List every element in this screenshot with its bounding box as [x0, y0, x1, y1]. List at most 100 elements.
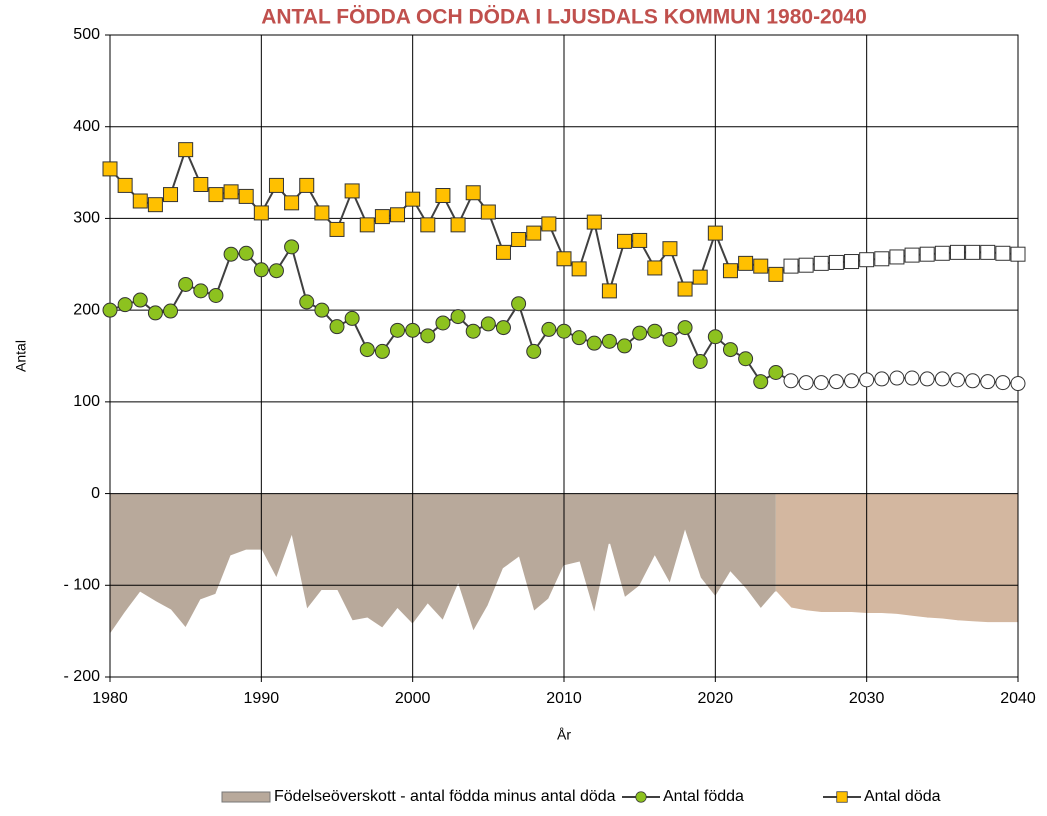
point: [813, 255, 829, 271]
point: [828, 254, 844, 270]
x-tick-label: 1990: [244, 690, 280, 707]
point: [238, 245, 254, 261]
point: [617, 233, 633, 249]
point: [738, 351, 754, 367]
x-axis-label: År: [557, 727, 571, 743]
point: [677, 281, 693, 297]
y-tick-label: 0: [91, 485, 100, 502]
point: [284, 195, 300, 211]
point: [980, 244, 996, 260]
point: [965, 244, 981, 260]
legend-marker: [836, 791, 848, 803]
point: [178, 276, 194, 292]
point: [1010, 246, 1026, 262]
point: [783, 373, 799, 389]
point: [828, 374, 844, 390]
area-edge: [109, 529, 777, 636]
point: [753, 374, 769, 390]
point: [601, 283, 617, 299]
point: [178, 142, 194, 158]
point: [147, 197, 163, 213]
point: [647, 260, 663, 276]
point: [707, 225, 723, 241]
point: [541, 216, 557, 232]
point: [208, 187, 224, 203]
legend-label: Antal döda: [864, 788, 941, 805]
point: [798, 257, 814, 273]
y-tick-label: 200: [73, 301, 100, 318]
chart-title: ANTAL FÖDDA OCH DÖDA I LJUSDALS KOMMUN 1…: [261, 6, 867, 29]
point: [632, 325, 648, 341]
y-tick-label: - 200: [64, 668, 101, 685]
point: [934, 371, 950, 387]
point: [874, 371, 890, 387]
legend-swatch: [221, 791, 271, 803]
point: [586, 214, 602, 230]
point: [919, 246, 935, 262]
point: [934, 245, 950, 261]
point: [405, 322, 421, 338]
point: [980, 374, 996, 390]
point: [647, 323, 663, 339]
point: [768, 266, 784, 282]
point: [556, 251, 572, 267]
point: [223, 184, 239, 200]
point: [586, 335, 602, 351]
point: [465, 185, 481, 201]
lines: [102, 142, 1026, 392]
point: [450, 309, 466, 325]
point: [329, 221, 345, 237]
point: [223, 246, 239, 262]
x-tick-label: 2010: [546, 690, 582, 707]
point: [299, 294, 315, 310]
point: [844, 254, 860, 270]
point: [798, 375, 814, 391]
point: [662, 331, 678, 347]
y-tick-label: 300: [73, 210, 100, 227]
point: [571, 261, 587, 277]
y-tick-label: 500: [73, 26, 100, 43]
point: [889, 249, 905, 265]
point: [117, 297, 133, 313]
legend-label: Antal födda: [663, 788, 744, 805]
point: [768, 365, 784, 381]
point: [526, 343, 542, 359]
legend-marker: [635, 791, 647, 803]
point: [904, 370, 920, 386]
point: [889, 370, 905, 386]
point: [314, 302, 330, 318]
point: [541, 321, 557, 337]
point: [344, 310, 360, 326]
point: [208, 287, 224, 303]
point: [405, 191, 421, 207]
point: [571, 330, 587, 346]
point: [359, 342, 375, 358]
point: [390, 322, 406, 338]
point: [495, 244, 511, 260]
point: [253, 262, 269, 278]
x-tick-label: 2040: [1000, 690, 1036, 707]
point: [299, 177, 315, 193]
point: [329, 319, 345, 335]
point: [132, 292, 148, 308]
point: [617, 338, 633, 354]
point: [556, 323, 572, 339]
x-tick-label: 2000: [395, 690, 431, 707]
point: [495, 320, 511, 336]
point: [783, 258, 799, 274]
point: [147, 305, 163, 321]
area-edge: [775, 591, 1018, 624]
point: [859, 372, 875, 388]
y-tick-label: - 100: [64, 577, 101, 594]
point: [753, 258, 769, 274]
point: [193, 176, 209, 192]
point: [253, 205, 269, 221]
legend-marker: [635, 791, 647, 803]
y-tick-label: 100: [73, 393, 100, 410]
point: [102, 302, 118, 318]
point: [450, 217, 466, 233]
point: [844, 373, 860, 389]
point: [344, 183, 360, 199]
point: [662, 241, 678, 257]
